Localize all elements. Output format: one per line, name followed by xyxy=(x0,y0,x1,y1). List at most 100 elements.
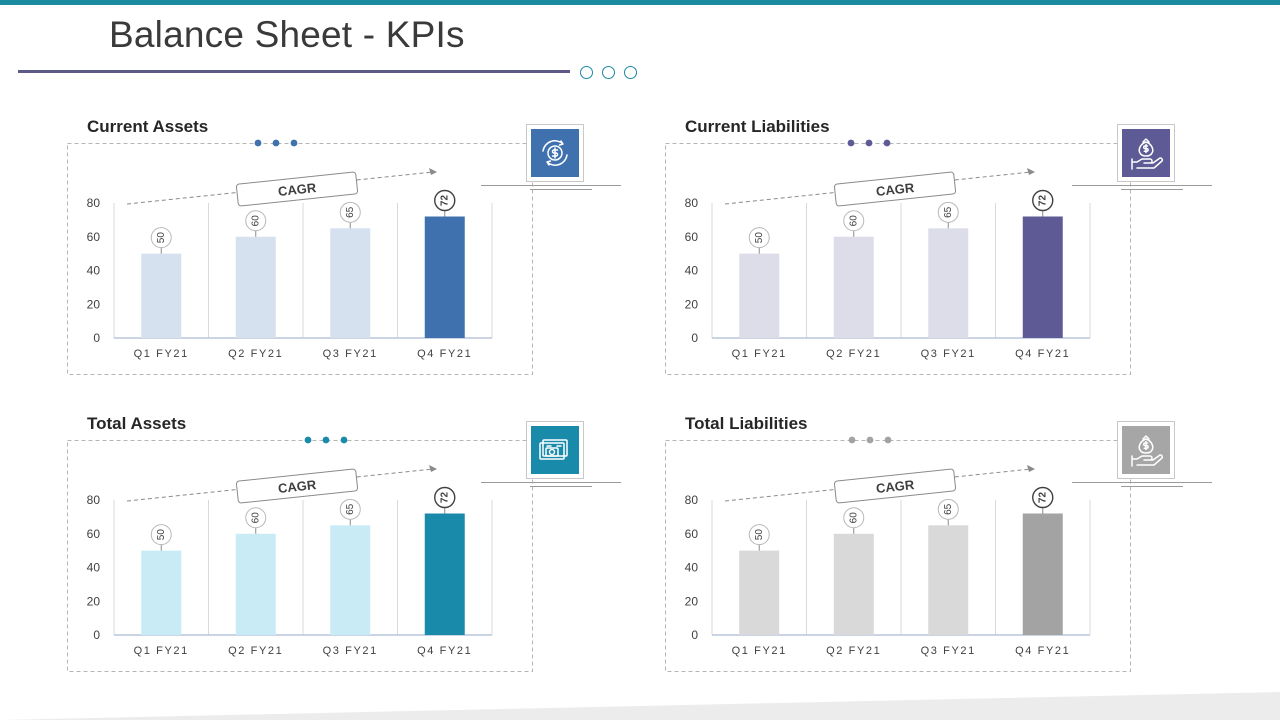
y-tick-label: 80 xyxy=(87,196,101,210)
x-tick-label: Q4 FY21 xyxy=(1015,348,1070,360)
data-label: 60 xyxy=(848,512,859,524)
cagr-tag: CAGR xyxy=(833,171,957,207)
x-tick-label: Q1 FY21 xyxy=(732,348,787,360)
icon-tile-fill xyxy=(1122,426,1170,474)
data-label-bubble xyxy=(245,507,267,529)
cagr-tag: CAGR xyxy=(235,468,359,504)
y-tick-label: 20 xyxy=(685,297,699,311)
data-label-bubble xyxy=(339,498,361,520)
data-label-bubble xyxy=(748,524,770,546)
y-tick-label: 0 xyxy=(691,331,698,345)
y-tick-label: 20 xyxy=(685,594,699,608)
data-label: 72 xyxy=(439,492,450,504)
cagr-arrowhead xyxy=(1027,168,1035,175)
title-dot-1 xyxy=(254,139,262,147)
x-tick-label: Q2 FY21 xyxy=(228,348,283,360)
data-label: 65 xyxy=(943,503,954,515)
chart-panel-1: 0 20 40 60 80 CAGR 50 Q1 FY21 60 Q2 FY21 65 Q3 FY21… xyxy=(67,117,667,407)
x-tick-label: Q3 FY21 xyxy=(323,645,378,657)
y-tick-label: 40 xyxy=(685,264,699,278)
data-label-bubble xyxy=(245,210,267,232)
icon-tile xyxy=(526,124,584,182)
bar-q4-fy21 xyxy=(1022,513,1063,635)
data-label-bubble xyxy=(748,227,770,249)
x-tick-label: Q1 FY21 xyxy=(134,348,189,360)
title-dot-1 xyxy=(847,139,855,147)
title-dot-3 xyxy=(290,139,298,147)
y-tick-label: 80 xyxy=(685,196,699,210)
data-label: 72 xyxy=(439,195,450,207)
bar-q2-fy21 xyxy=(833,236,874,338)
data-label: 60 xyxy=(848,215,859,227)
y-tick-label: 0 xyxy=(691,628,698,642)
title-dot-1 xyxy=(304,436,312,444)
bar-q2-fy21 xyxy=(235,533,276,635)
chart-frame xyxy=(665,143,1131,375)
icon-tile-fill xyxy=(531,426,579,474)
currency-exchange-icon xyxy=(542,140,568,166)
x-tick-label: Q2 FY21 xyxy=(826,348,881,360)
bar-chart: 0 20 40 60 80 CAGR 50 Q1 FY21 60 Q2 FY21 65 Q3 FY21… xyxy=(67,139,533,375)
bar-chart: 0 20 40 60 80 CAGR 50 Q1 FY21 60 Q2 FY21 65 Q3 FY21… xyxy=(665,139,1131,375)
y-tick-label: 60 xyxy=(685,230,699,244)
cagr-tag-box xyxy=(833,171,957,207)
x-tick-label: Q1 FY21 xyxy=(134,645,189,657)
title-dot-2 xyxy=(272,139,280,147)
y-tick-label: 20 xyxy=(87,594,101,608)
data-label: 65 xyxy=(345,206,356,218)
chart-title: Total Assets xyxy=(87,414,187,433)
icon-tile xyxy=(1117,421,1175,479)
bar-q3-fy21 xyxy=(928,525,969,635)
chart-frame xyxy=(67,440,533,672)
bar-q3-fy21 xyxy=(928,228,969,338)
bar-q1-fy21 xyxy=(739,550,780,635)
tile-rule xyxy=(1072,185,1212,186)
data-label: 50 xyxy=(156,529,167,541)
x-tick-label: Q4 FY21 xyxy=(417,645,472,657)
y-tick-label: 40 xyxy=(87,264,101,278)
y-tick-label: 0 xyxy=(93,331,100,345)
data-label: 72 xyxy=(1037,195,1048,207)
y-tick-label: 60 xyxy=(685,527,699,541)
data-label: 50 xyxy=(754,232,765,244)
data-label-bubble xyxy=(339,201,361,223)
data-label-bubble xyxy=(434,189,456,212)
bar-q3-fy21 xyxy=(330,525,371,635)
cagr-tag: CAGR xyxy=(833,468,957,504)
bar-q1-fy21 xyxy=(141,550,182,635)
cagr-arrow-line xyxy=(724,468,1032,502)
x-tick-label: Q2 FY21 xyxy=(826,645,881,657)
icon-tile-fill xyxy=(531,129,579,177)
data-label-bubble xyxy=(1032,189,1054,212)
data-label: 60 xyxy=(250,512,261,524)
data-label: 60 xyxy=(250,215,261,227)
tile-rule xyxy=(481,482,621,483)
tile-rule xyxy=(481,185,621,186)
bar-q4-fy21 xyxy=(424,513,465,635)
title-dot-3 xyxy=(884,436,892,444)
y-tick-label: 20 xyxy=(87,297,101,311)
chart-title: Current Liabilities xyxy=(685,117,830,136)
bar-q4-fy21 xyxy=(424,216,465,338)
cagr-label: CAGR xyxy=(277,477,317,496)
tile-rule-short xyxy=(1121,189,1183,190)
bar-q1-fy21 xyxy=(739,253,780,338)
data-label-bubble xyxy=(937,498,959,520)
x-tick-label: Q4 FY21 xyxy=(1015,645,1070,657)
x-tick-label: Q2 FY21 xyxy=(228,645,283,657)
y-tick-label: 80 xyxy=(87,493,101,507)
x-tick-label: Q1 FY21 xyxy=(732,645,787,657)
x-tick-label: Q3 FY21 xyxy=(921,348,976,360)
chart-panel-2: 0 20 40 60 80 CAGR 50 Q1 FY21 60 Q2 FY21 65 Q3 FY21… xyxy=(665,117,1265,407)
cagr-tag-box xyxy=(833,468,957,504)
title-rule xyxy=(18,70,570,73)
data-label-bubble xyxy=(150,524,172,546)
decor-circle-3 xyxy=(624,66,637,79)
data-label: 65 xyxy=(345,503,356,515)
cagr-arrowhead xyxy=(1027,465,1035,472)
x-tick-label: Q3 FY21 xyxy=(921,645,976,657)
cagr-arrow-line xyxy=(126,468,434,502)
cagr-arrowhead xyxy=(429,168,437,175)
chart-title: Current Assets xyxy=(87,117,209,136)
cagr-tag: CAGR xyxy=(235,171,359,207)
